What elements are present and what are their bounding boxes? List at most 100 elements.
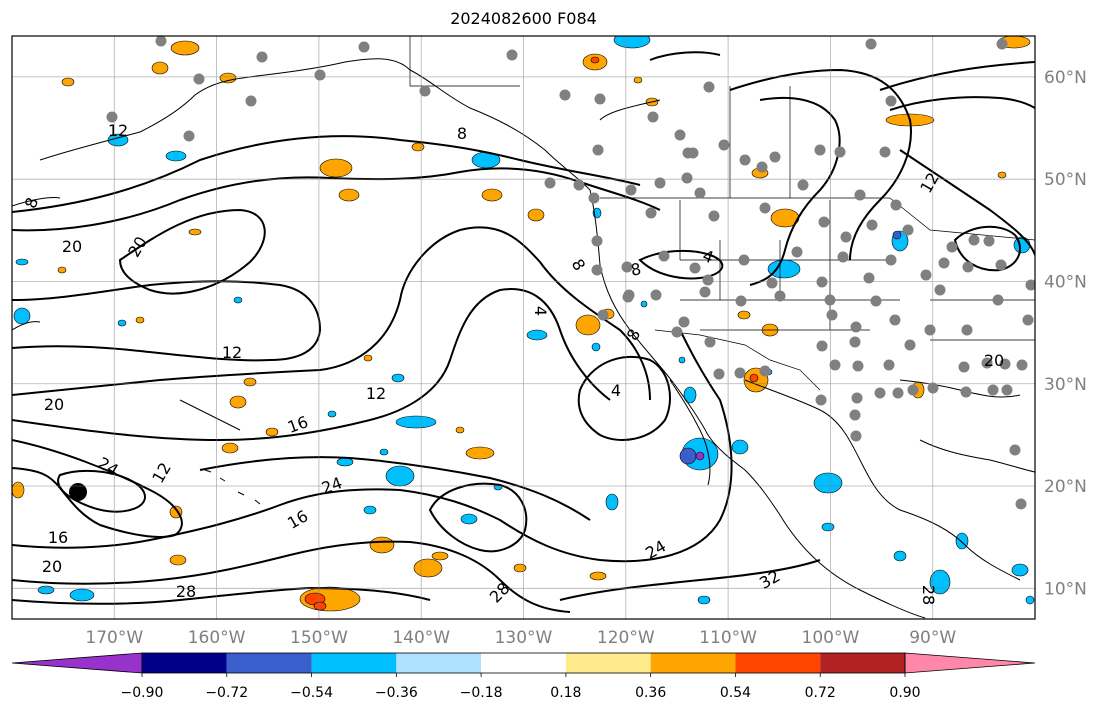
anomaly-patch bbox=[336, 457, 354, 467]
anomaly-patch bbox=[221, 442, 239, 454]
contour-label: 24 bbox=[642, 536, 669, 563]
station-dot bbox=[1015, 498, 1027, 510]
longitude-tick-label: 130°W bbox=[495, 628, 553, 648]
anomaly-patch bbox=[117, 319, 127, 327]
station-dot bbox=[769, 151, 781, 163]
anomaly-patch bbox=[229, 395, 247, 409]
contour-label: 4 bbox=[531, 306, 550, 316]
station-dot bbox=[879, 146, 891, 158]
station-dot bbox=[960, 386, 972, 398]
station-dot bbox=[924, 324, 936, 336]
anomaly-patch bbox=[391, 373, 405, 383]
station-dot bbox=[314, 69, 326, 81]
colorbar-tick-label: 0.72 bbox=[805, 685, 836, 701]
contour-label: 4 bbox=[611, 381, 621, 400]
contour-label: 20 bbox=[62, 237, 82, 256]
station-dot bbox=[946, 241, 958, 253]
anomaly-patch bbox=[460, 513, 478, 525]
anomaly-patch bbox=[481, 188, 503, 202]
anomaly-patch bbox=[455, 426, 465, 434]
contour-label: 16 bbox=[48, 528, 68, 547]
anomaly-patch bbox=[363, 505, 377, 515]
colorbar-bin bbox=[311, 653, 397, 673]
station-dot bbox=[920, 269, 932, 281]
station-dot bbox=[674, 129, 686, 141]
station-dot bbox=[826, 309, 838, 321]
station-dot bbox=[889, 314, 901, 326]
station-dot bbox=[865, 38, 877, 50]
contour-label: 12 bbox=[222, 343, 242, 362]
anomaly-patch bbox=[37, 585, 55, 595]
station-dot bbox=[840, 231, 852, 243]
anomaly-patch bbox=[169, 554, 187, 566]
station-dot bbox=[996, 38, 1008, 50]
station-dot bbox=[759, 202, 771, 214]
station-dot bbox=[834, 146, 846, 158]
contour-label: 16 bbox=[284, 506, 311, 533]
anomaly-patch bbox=[633, 76, 643, 84]
station-dot bbox=[681, 172, 693, 184]
anomaly-patch bbox=[265, 427, 279, 437]
colorbar-over-triangle bbox=[904, 652, 1036, 674]
colorbar-tick-label: −0.18 bbox=[460, 685, 503, 701]
anomaly-patch bbox=[678, 356, 686, 364]
colorbar-bin bbox=[481, 653, 566, 673]
station-dot bbox=[829, 359, 841, 371]
anomaly-patch bbox=[679, 447, 697, 465]
contour-label: 12 bbox=[108, 121, 128, 140]
station-dot bbox=[155, 36, 167, 47]
station-dot bbox=[734, 367, 746, 379]
station-dot bbox=[678, 316, 690, 328]
station-dot bbox=[854, 189, 866, 201]
station-dot bbox=[735, 295, 747, 307]
anomaly-patch bbox=[613, 36, 651, 49]
longitude-tick-label: 150°W bbox=[290, 628, 348, 648]
station-dot bbox=[962, 261, 974, 273]
station-dot bbox=[863, 272, 875, 284]
anomaly-patch bbox=[395, 415, 437, 429]
station-dot bbox=[874, 387, 886, 399]
longitude-tick-label: 100°W bbox=[802, 628, 860, 648]
station-dots bbox=[106, 36, 1035, 510]
height-contours bbox=[12, 51, 1035, 613]
station-dot bbox=[816, 276, 828, 288]
colorbar: −0.90 −0.72 −0.54 −0.36 −0.18 0.18 0.36 0.54 0.7… bbox=[11, 652, 1036, 701]
coastlines bbox=[12, 58, 1035, 619]
anomaly-patch bbox=[465, 446, 495, 460]
station-dot bbox=[183, 130, 195, 142]
colorbar-bin bbox=[565, 653, 651, 673]
station-dot bbox=[559, 89, 571, 101]
anomaly-patch bbox=[165, 150, 187, 162]
longitude-tick-label: 160°W bbox=[188, 628, 246, 648]
station-dot bbox=[702, 274, 714, 286]
station-dot bbox=[573, 179, 585, 191]
station-dot bbox=[791, 246, 803, 258]
station-dot bbox=[849, 409, 861, 421]
longitude-tick-label: 110°W bbox=[699, 628, 757, 648]
station-dot bbox=[934, 284, 946, 296]
anomaly-patch bbox=[13, 307, 31, 325]
colorbar-tick-label: −0.72 bbox=[205, 685, 248, 701]
anomaly-patch bbox=[589, 571, 607, 581]
station-dot bbox=[885, 95, 897, 107]
station-dot bbox=[850, 430, 862, 442]
anomaly-patch bbox=[813, 472, 843, 494]
anomaly-shading bbox=[12, 36, 1035, 612]
anomaly-patch bbox=[61, 77, 75, 87]
anomaly-patch bbox=[379, 448, 389, 456]
contour-label: 20 bbox=[44, 395, 64, 414]
colorbar-bin bbox=[650, 653, 736, 673]
station-dot bbox=[623, 289, 635, 301]
anomaly-patch bbox=[15, 258, 29, 266]
station-dot bbox=[708, 210, 720, 222]
colorbar-outline bbox=[141, 652, 906, 674]
station-dot bbox=[837, 251, 849, 263]
anomaly-patch bbox=[12, 481, 25, 499]
colorbar-bin bbox=[396, 653, 482, 673]
anomaly-patch bbox=[69, 588, 95, 602]
anomaly-patch bbox=[188, 228, 202, 236]
anomaly-patch bbox=[821, 522, 835, 532]
station-dot bbox=[704, 336, 716, 348]
colorbar-tick-label: 0.54 bbox=[720, 685, 751, 701]
lat-lon-grid bbox=[12, 36, 1035, 619]
